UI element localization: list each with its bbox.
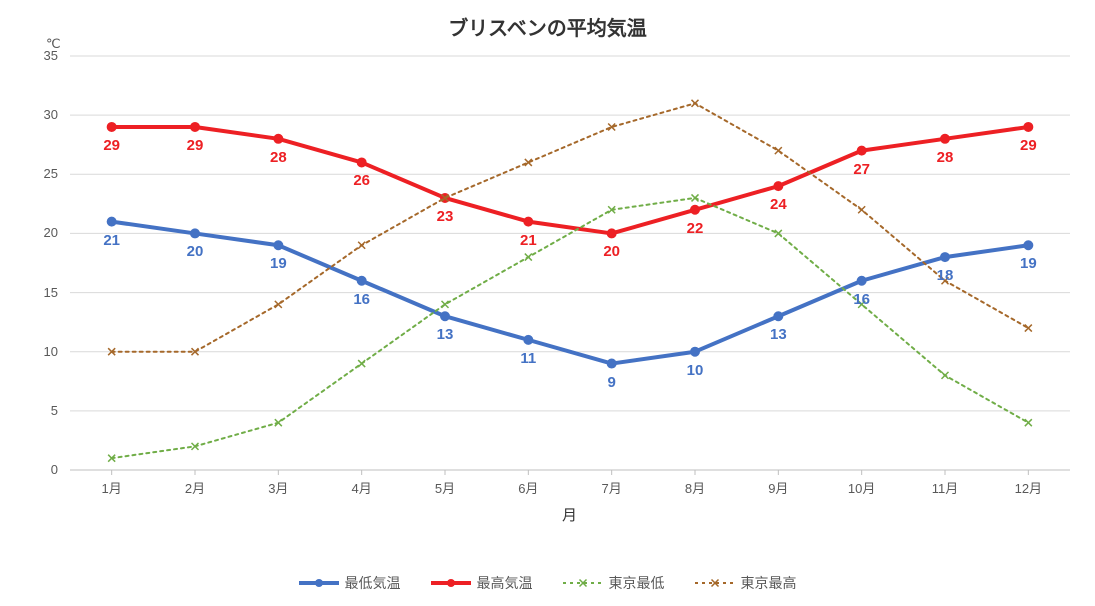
- legend-swatch: [695, 575, 735, 591]
- legend-label: 最高気温: [477, 573, 533, 593]
- legend-label: 東京最高: [741, 573, 797, 593]
- data-label: 18: [925, 267, 965, 284]
- x-axis-title: 月: [562, 504, 577, 525]
- x-tick-label: 8月: [665, 478, 725, 497]
- data-label: 24: [758, 196, 798, 213]
- x-tick-label: 6月: [498, 478, 558, 497]
- y-tick-label: 5: [18, 403, 58, 418]
- data-label: 19: [258, 255, 298, 272]
- chart-container: ブリスベンの平均気温 ℃ 05101520253035 1月2月3月4月5月6月…: [0, 0, 1095, 606]
- legend-item: 最高気温: [431, 573, 533, 593]
- legend-label: 東京最低: [609, 573, 665, 593]
- x-tick-label: 4月: [332, 478, 392, 497]
- x-tick-label: 9月: [748, 478, 808, 497]
- data-label: 22: [675, 220, 715, 237]
- chart-plot-area: [0, 0, 1095, 606]
- y-tick-label: 30: [18, 107, 58, 122]
- data-label: 20: [592, 243, 632, 260]
- y-tick-label: 25: [18, 166, 58, 181]
- legend-item: 東京最低: [563, 573, 665, 593]
- data-label: 28: [925, 149, 965, 166]
- y-tick-label: 35: [18, 48, 58, 63]
- legend-swatch: [563, 575, 603, 591]
- data-label: 28: [258, 149, 298, 166]
- data-label: 21: [508, 232, 548, 249]
- legend-item: 最低気温: [299, 573, 401, 593]
- data-label: 29: [1008, 137, 1048, 154]
- data-label: 10: [675, 362, 715, 379]
- legend-swatch: [299, 575, 339, 591]
- y-tick-label: 0: [18, 462, 58, 477]
- data-label: 23: [425, 208, 465, 225]
- x-tick-label: 7月: [582, 478, 642, 497]
- data-label: 11: [508, 350, 548, 367]
- data-label: 27: [842, 161, 882, 178]
- x-tick-label: 5月: [415, 478, 475, 497]
- legend-item: 東京最高: [695, 573, 797, 593]
- x-tick-label: 11月: [915, 478, 975, 497]
- y-tick-label: 15: [18, 285, 58, 300]
- data-label: 21: [92, 232, 132, 249]
- data-label: 13: [758, 326, 798, 343]
- data-label: 13: [425, 326, 465, 343]
- data-label: 9: [592, 374, 632, 391]
- data-label: 29: [175, 137, 215, 154]
- x-tick-label: 10月: [832, 478, 892, 497]
- data-label: 29: [92, 137, 132, 154]
- data-label: 16: [342, 291, 382, 308]
- x-tick-label: 12月: [998, 478, 1058, 497]
- y-tick-label: 10: [18, 344, 58, 359]
- x-tick-label: 3月: [248, 478, 308, 497]
- x-tick-label: 2月: [165, 478, 225, 497]
- data-label: 20: [175, 243, 215, 260]
- x-tick-label: 1月: [82, 478, 142, 497]
- data-label: 16: [842, 291, 882, 308]
- legend-label: 最低気温: [345, 573, 401, 593]
- legend: 最低気温 最高気温 東京最低 東京最高: [0, 573, 1095, 594]
- y-tick-label: 20: [18, 225, 58, 240]
- data-label: 19: [1008, 255, 1048, 272]
- legend-swatch: [431, 575, 471, 591]
- data-label: 26: [342, 172, 382, 189]
